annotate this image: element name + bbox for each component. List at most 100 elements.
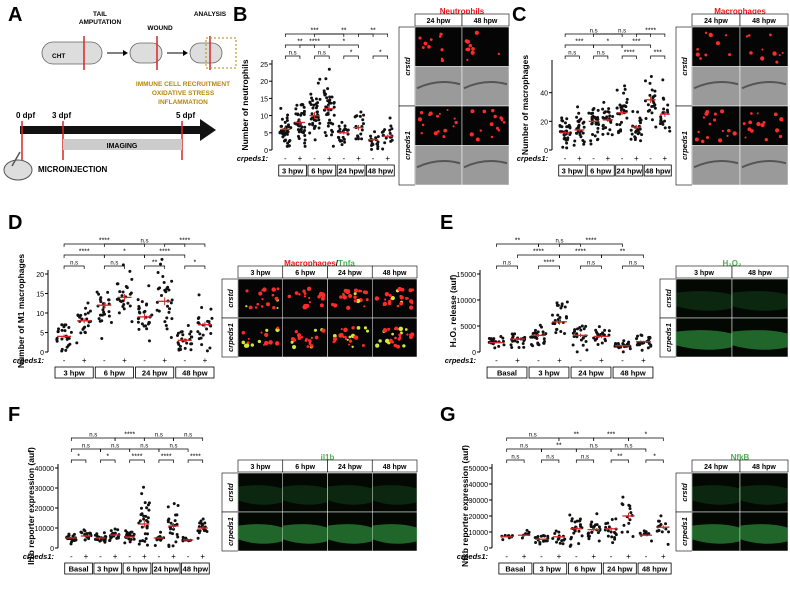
sig-label: ** xyxy=(556,443,562,450)
data-point xyxy=(326,87,330,91)
data-point xyxy=(137,327,141,331)
sig-bracket xyxy=(538,265,560,269)
data-point xyxy=(606,110,610,114)
group-label: 24 hpw xyxy=(617,167,643,176)
group-label: 48 hpw xyxy=(642,565,668,574)
panel-label-e: E xyxy=(440,212,454,234)
data-point xyxy=(172,502,176,506)
sig-label: **** xyxy=(575,249,586,256)
sig-bracket xyxy=(144,254,186,258)
data-point xyxy=(663,119,667,123)
data-point xyxy=(209,332,213,336)
cell-dot xyxy=(342,295,347,300)
data-point xyxy=(636,110,640,114)
genotype-sign: - xyxy=(621,154,624,163)
data-point xyxy=(303,134,307,138)
sig-label: n.s xyxy=(511,455,519,461)
sig-bracket xyxy=(650,55,666,59)
data-point xyxy=(629,511,633,515)
data-point xyxy=(343,128,347,132)
cell-dot xyxy=(440,58,445,63)
sig-label: n.s xyxy=(503,261,511,267)
data-point xyxy=(667,125,671,129)
data-point xyxy=(300,102,304,106)
cell-dot xyxy=(749,51,753,55)
data-point xyxy=(573,520,577,524)
cell-dot xyxy=(353,292,357,296)
cell-dot xyxy=(307,339,310,342)
genotype-sign: + xyxy=(641,356,646,365)
group-box xyxy=(498,562,533,575)
sig-bracket xyxy=(610,448,647,452)
data-point xyxy=(86,311,90,315)
cell-dot xyxy=(418,36,422,40)
cell-dot xyxy=(726,134,729,138)
data-point xyxy=(178,344,182,348)
data-point xyxy=(593,134,597,138)
data-point xyxy=(565,141,569,145)
sig-bracket xyxy=(144,265,166,269)
data-point xyxy=(303,141,307,145)
tail-signal xyxy=(238,485,283,505)
data-point xyxy=(613,536,617,540)
cell-dot xyxy=(339,295,343,299)
cell-dot xyxy=(294,291,299,295)
image-row-label: crpeds1 xyxy=(680,131,689,160)
cell-dot xyxy=(340,328,343,331)
data-point xyxy=(312,103,316,107)
cell-dot xyxy=(261,298,264,301)
cell-dot xyxy=(779,117,784,122)
image-row-label: crpeds1 xyxy=(664,323,673,352)
data-point xyxy=(554,529,558,533)
data-point xyxy=(499,334,503,338)
cell-dot xyxy=(468,44,473,48)
sig-label: ** xyxy=(152,260,158,267)
data-point xyxy=(587,537,591,541)
genotype-sign: - xyxy=(645,552,648,561)
data-point xyxy=(143,532,147,536)
tail-signal xyxy=(740,485,788,505)
data-point xyxy=(390,127,394,131)
group-label: Basal xyxy=(497,369,517,378)
data-point xyxy=(625,101,629,105)
sig-label: n.s xyxy=(141,239,149,245)
sig-label: n.s xyxy=(318,51,326,57)
data-point xyxy=(510,346,514,350)
cell-dot xyxy=(411,288,415,292)
cell-dot xyxy=(760,56,765,61)
sig-label: n.s xyxy=(70,261,78,267)
data-point xyxy=(644,530,648,534)
data-point xyxy=(314,102,318,106)
image-col-label: 24 hpw xyxy=(704,18,728,25)
data-point xyxy=(314,106,318,110)
group-box xyxy=(181,562,210,575)
data-point xyxy=(196,529,200,533)
data-point xyxy=(639,139,643,143)
data-point xyxy=(664,527,668,531)
genotype-sign: + xyxy=(356,154,361,163)
y-tick-label: 20000 xyxy=(35,506,55,513)
data-point xyxy=(201,517,205,521)
data-point xyxy=(373,130,377,134)
data-point xyxy=(130,277,134,281)
data-point xyxy=(587,534,591,538)
data-point xyxy=(560,118,564,122)
image-col-header xyxy=(739,459,789,473)
data-point xyxy=(612,530,616,534)
data-point xyxy=(618,123,622,127)
image-row-label: crstd xyxy=(226,289,235,308)
data-point xyxy=(330,133,334,137)
data-point xyxy=(102,312,106,316)
fluorescence-image xyxy=(282,317,328,358)
group-label: 6 hpw xyxy=(126,565,147,574)
data-point xyxy=(83,538,87,542)
data-point xyxy=(596,531,600,535)
cell-dot xyxy=(721,129,725,133)
data-point xyxy=(629,128,633,132)
data-point xyxy=(569,537,573,541)
cell-dot xyxy=(469,132,474,137)
cell-dot xyxy=(713,112,717,116)
data-point xyxy=(582,327,586,331)
data-point xyxy=(165,327,169,331)
